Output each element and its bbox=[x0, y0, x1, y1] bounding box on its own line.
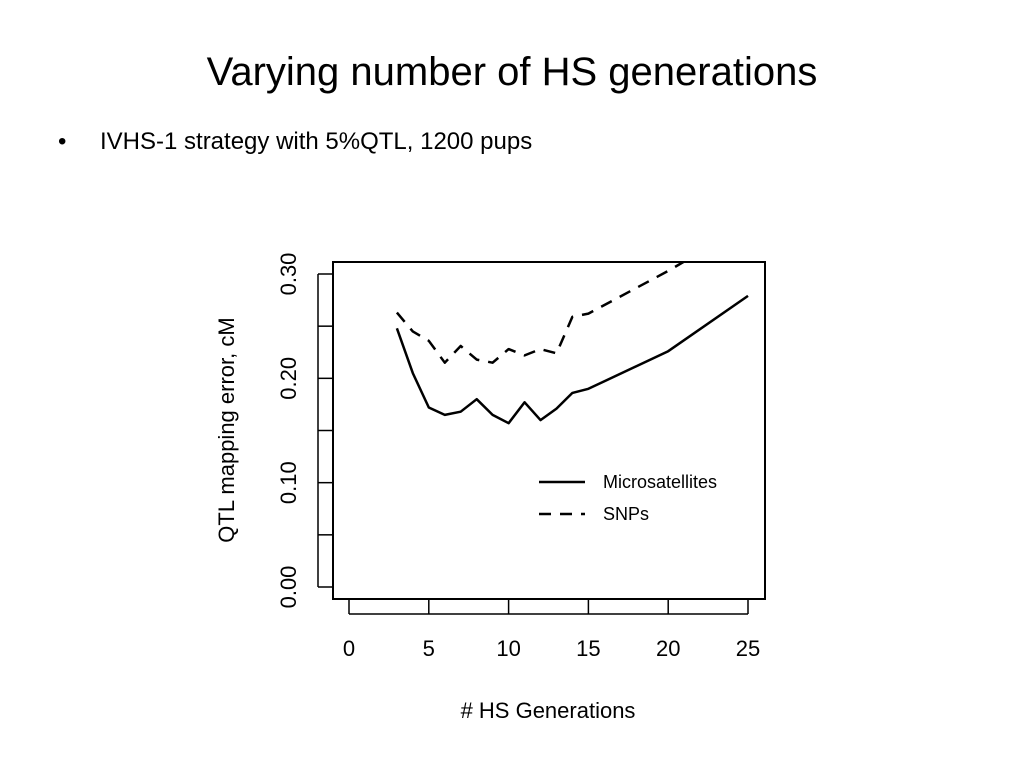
x-tick-label: 10 bbox=[496, 636, 520, 661]
bullet-item: • IVHS-1 strategy with 5%QTL, 1200 pups bbox=[58, 126, 532, 158]
slide-title: Varying number of HS generations bbox=[206, 50, 818, 94]
x-axis-label: # HS Generations bbox=[461, 698, 636, 723]
series-layer bbox=[395, 262, 749, 425]
plot-frame bbox=[332, 261, 766, 600]
x-tick-label: 5 bbox=[423, 636, 435, 661]
series-line-snps bbox=[395, 262, 685, 364]
y-tick-label: 0.10 bbox=[276, 461, 301, 504]
x-tick-label: 25 bbox=[736, 636, 760, 661]
y-axis-label: QTL mapping error, cM bbox=[214, 317, 239, 542]
y-axis: 0.00 0.10 0.20 0.30 bbox=[276, 253, 333, 609]
bullet-text: IVHS-1 strategy with 5%QTL, 1200 pups bbox=[100, 128, 533, 155]
y-tick-label: 0.30 bbox=[276, 253, 301, 296]
x-tick-label: 15 bbox=[576, 636, 600, 661]
legend-label: SNPs bbox=[603, 504, 649, 524]
y-tick-label: 0.00 bbox=[276, 566, 301, 609]
legend-label: Microsatellites bbox=[603, 472, 717, 492]
bullet-marker: • bbox=[58, 128, 67, 155]
x-tick-label: 20 bbox=[656, 636, 680, 661]
x-tick-label: 0 bbox=[343, 636, 355, 661]
series-line-microsatellites bbox=[395, 294, 749, 425]
legend: Microsatellites SNPs bbox=[539, 472, 717, 524]
x-axis: 0 5 10 15 20 25 bbox=[343, 599, 760, 661]
y-tick-label: 0.20 bbox=[276, 357, 301, 400]
